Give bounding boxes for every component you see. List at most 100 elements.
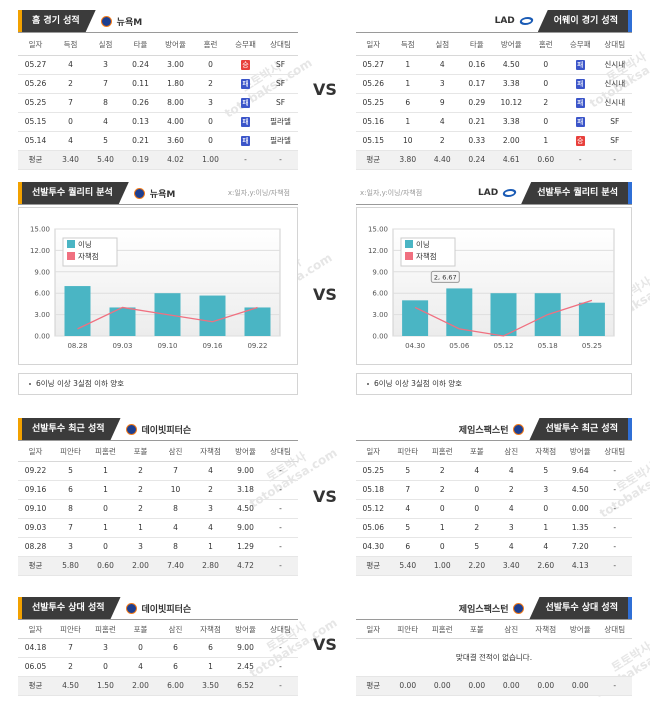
header-row: 일자 피안타 피홈런 포볼 삼진 자책점 방어율 상대팀 [18,443,298,462]
table-cell: 3 [53,537,88,557]
annotation: 2, 6.67 [434,273,457,281]
table-cell: 04.30 [356,537,391,557]
panel-header: 선발투수 상대 성적 데이빗피터슨 [18,597,298,620]
bar [64,286,91,336]
table-cell: 신시내 [597,74,632,94]
table-cell: 2 [123,499,158,519]
column-header: 득점 [53,35,88,56]
x-tick-label: 09.22 [247,342,267,350]
x-tick-label: 05.06 [449,342,470,350]
legend-label: 자책점 [416,251,437,261]
result-cell: 패 [563,93,598,113]
table-head: 일자 피안타 피홈런 포볼 삼진 자책점 방어율 상대팀 [356,622,632,639]
x-tick-label: 08.28 [67,342,87,350]
table-cell: 5 [53,461,88,481]
table-cell: 5 [88,131,123,151]
table-cell: 0.00 [425,676,460,696]
table-cell: 9.00 [228,638,263,658]
table-cell: 0 [528,55,563,75]
panel-header: 선발투수 퀄리티 분석 뉴욕M x:일자,y:이닝/자책점 [18,182,298,205]
table-cell: 4.61 [494,150,529,170]
table-cell: 1.00 [193,150,228,170]
axis-note: x:일자,y:이닝/자책점 [360,189,423,197]
team-logo [513,602,525,614]
result-badge: 승 [575,135,585,146]
bar [490,293,517,336]
table-cell: 2 [459,518,494,538]
stats-table: 일자 피안타 피홈런 포볼 삼진 자책점 방어율 상대팀 05.25 5 2 4 4 5 9.64-05.1… [356,443,632,576]
panel: 선발투수 퀄리티 분석 뉴욕M x:일자,y:이닝/자책점 0.00 3.00 6.00 9… [18,182,298,395]
header-row: 일자 피안타 피홈런 포볼 삼진 자책점 방어율 상대팀 [356,622,632,639]
data-row: 04.30 6 0 5 4 4 7.20- [356,537,632,557]
table-cell: 2.80 [193,556,228,576]
table-cell: 7.40 [158,556,193,576]
table-cell: 10 [390,131,425,151]
table-cell: 5 [459,537,494,557]
column-header: 자책점 [528,622,563,639]
column-header: 피홈런 [425,622,460,639]
table-cell: 0.19 [123,150,158,170]
table-cell: - [263,657,298,677]
result-badge: 패 [241,97,250,108]
table-cell: 필라델 [263,112,298,132]
table-cell: 8 [158,537,193,557]
table-cell: 4 [494,499,529,519]
table-cell: - [263,638,298,658]
result-badge: 패 [575,78,585,89]
data-row: 05.12 4 0 0 4 0 0.00- [356,499,632,519]
table-cell: - [597,480,632,500]
table-cell: 3 [88,55,123,75]
result-cell: 패 [228,112,263,132]
table-cell: 3 [123,537,158,557]
column-header: 방어율 [158,35,193,56]
table-cell: 05.15 [356,131,391,151]
data-row: 09.10 8 0 2 8 3 4.50- [18,499,298,519]
team-name: 뉴욕M [149,189,176,200]
table-head: 일자 피안타 피홈런 포볼 삼진 자책점 방어율 상대팀 [356,443,632,462]
y-tick-label: 3.00 [34,311,50,319]
table-cell: SF [263,55,298,75]
panel: x:일자,y:이닝/자책점 LAD 선발투수 퀄리티 분석 0.00 3.00 6.00 9… [356,182,632,395]
table-cell: 0.60 [88,556,123,576]
data-row: 05.15 10 2 0.33 2.00 1 승 SF [356,131,632,151]
panel: 선발투수 상대 성적 데이빗피터슨 일자 피안타 피홈런 포볼 삼진 자책점 방어율 상대팀 04.… [18,597,298,696]
x-tick-label: 09.03 [112,342,132,350]
table-cell: 10 [158,480,193,500]
result-badge: 패 [575,59,585,70]
section-tab: 선발투수 상대 성적 [18,597,121,619]
table-cell: 3 [425,74,460,94]
column-header: 방어율 [228,622,263,639]
data-row: 05.14 4 5 0.21 3.60 0 패 필라델 [18,131,298,151]
data-row: 05.25 7 8 0.26 8.00 3 패 SF [18,93,298,113]
team-name: 데이빗피터슨 [141,604,192,615]
legend-label: 자책점 [78,251,99,261]
data-row: 09.22 5 1 2 7 4 9.00- [18,461,298,481]
table-cell: 1 [193,537,228,557]
data-row: 05.16 1 4 0.21 3.38 0 패 SF [356,112,632,132]
y-tick-label: 12.00 [30,247,50,255]
table-cell: 2 [193,480,228,500]
table-body: 05.27 4 3 0.24 3.00 0 승 SF 05.26 2 7 0.11 1.80 2 패 SF 05… [18,55,298,170]
section-tab: 선발투수 퀄리티 분석 [18,182,129,204]
table-cell: 1 [88,461,123,481]
data-row: 05.06 5 1 2 3 1 1.35- [356,518,632,538]
data-row: 05.27 4 3 0.24 3.00 0 승 SF [18,55,298,75]
table-cell: 4 [459,461,494,481]
table-cell: 1 [390,112,425,132]
x-tick-label: 05.25 [582,342,602,350]
table-cell: 4.50 [228,499,263,519]
table-cell: 6.52 [228,676,263,696]
result-cell: 패 [228,93,263,113]
table-cell: 4 [494,537,529,557]
result-badge: 승 [241,59,250,70]
table-cell: 4 [53,55,88,75]
team-logo [100,15,112,27]
table-cell: - [597,518,632,538]
average-row: 평균 5.40 1.00 2.20 3.40 2.60 4.13- [356,556,632,576]
table-cell: 3 [193,93,228,113]
x-tick-label: 05.12 [493,342,513,350]
table-cell: 1.80 [158,74,193,94]
table-cell: 0.00 [390,676,425,696]
vs-label: VS [313,285,337,304]
